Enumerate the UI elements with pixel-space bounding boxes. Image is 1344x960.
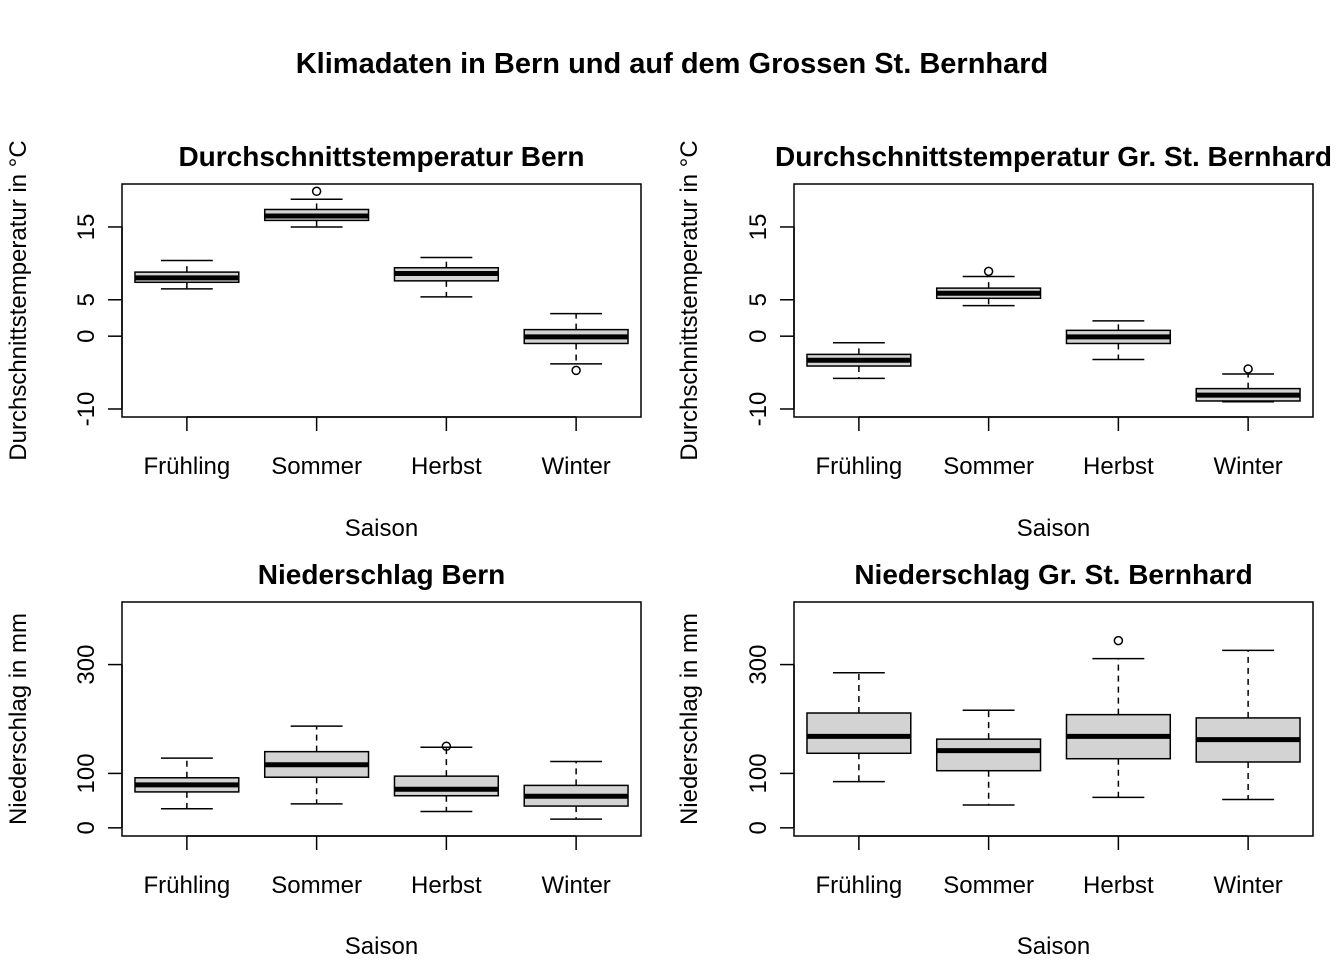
box-body [935,738,1042,772]
box-Frühling [806,341,912,380]
x-axis-label: Saison [1017,933,1090,960]
box-Frühling [134,259,240,290]
box-Sommer [263,186,370,228]
x-tick-label: Frühling [144,453,231,480]
x-tick-label: Winter [541,453,610,480]
box-Herbst [1065,635,1172,799]
x-tick-label: Herbst [1083,453,1154,480]
x-tick-label: Frühling [816,872,903,899]
y-axis-label: Niederschlag in mm [5,613,32,825]
boxplot-panels: Durchschnittstemperatur Bern -10 0 5 15 Frühl… [5,140,1332,960]
panel-title: Durchschnittstemperatur Gr. St. Bernhard [775,141,1332,172]
box-Sommer [263,725,370,805]
y-tick-label: 0 [745,821,772,834]
x-tick-label: Herbst [411,872,482,899]
panel-3: Niederschlag Bern 0 100 300 Frühling Sommer He… [5,559,642,960]
y-tick-label: 300 [745,645,772,685]
box-Winter [523,312,629,376]
box-body [806,712,912,755]
x-tick-label: Winter [1213,872,1282,899]
box-body [393,775,500,797]
y-tick-label: 15 [745,214,772,241]
x-tick-label: Frühling [816,453,903,480]
box-Frühling [134,757,240,810]
figure-title: Klimadaten in Bern und auf dem Grossen S… [296,48,1049,80]
outlier-point [1243,364,1253,374]
x-tick-label: Sommer [271,872,362,899]
outlier-point [983,266,994,277]
y-axis-label: Durchschnittstemperatur in °C [5,140,32,460]
y-tick-label: -10 [73,392,100,427]
panel-title: Niederschlag Gr. St. Bernhard [854,559,1252,590]
outlier-point [311,186,322,197]
x-tick-label: Frühling [144,872,231,899]
box-Herbst [393,741,500,813]
x-axis-label: Saison [345,933,418,960]
x-tick-label: Sommer [943,453,1034,480]
x-tick-label: Winter [1213,453,1282,480]
y-tick-label: -10 [745,392,772,427]
y-tick-label: 0 [73,821,100,834]
y-axis-label: Niederschlag in mm [676,613,703,825]
panel-4: Niederschlag Gr. St. Bernhard 0 100 300 Früh… [676,559,1314,960]
panel-1: Durchschnittstemperatur Bern -10 0 5 15 Frühl… [5,140,642,542]
y-tick-label: 100 [73,753,100,793]
y-tick-label: 0 [73,329,100,342]
box-Winter [1195,649,1301,801]
y-tick-label: 5 [73,293,100,306]
panel-title: Durchschnittstemperatur Bern [178,141,584,172]
panel-title: Niederschlag Bern [258,559,505,590]
y-axis-label: Durchschnittstemperatur in °C [676,140,703,460]
box-Winter [1195,364,1301,403]
y-tick-label: 100 [745,753,772,793]
box-Herbst [393,256,500,298]
x-tick-label: Sommer [271,453,362,480]
box-Sommer [935,266,1042,307]
outlier-point [571,365,581,376]
outlier-point [1113,635,1124,646]
y-tick-label: 5 [745,293,772,306]
y-tick-label: 300 [73,645,100,685]
x-tick-label: Winter [541,872,610,899]
outlier-point [441,741,452,751]
box-Winter [523,760,629,820]
x-axis-label: Saison [1017,515,1090,542]
x-axis-label: Saison [345,515,418,542]
box-Sommer [935,709,1042,806]
x-tick-label: Sommer [943,872,1034,899]
box-Herbst [1065,320,1172,361]
y-tick-label: 15 [73,214,100,241]
x-tick-label: Herbst [1083,872,1154,899]
panel-2: Durchschnittstemperatur Gr. St. Bernhard… [676,140,1332,542]
y-tick-label: 0 [745,329,772,342]
box-Frühling [806,671,912,783]
x-tick-label: Herbst [411,453,482,480]
